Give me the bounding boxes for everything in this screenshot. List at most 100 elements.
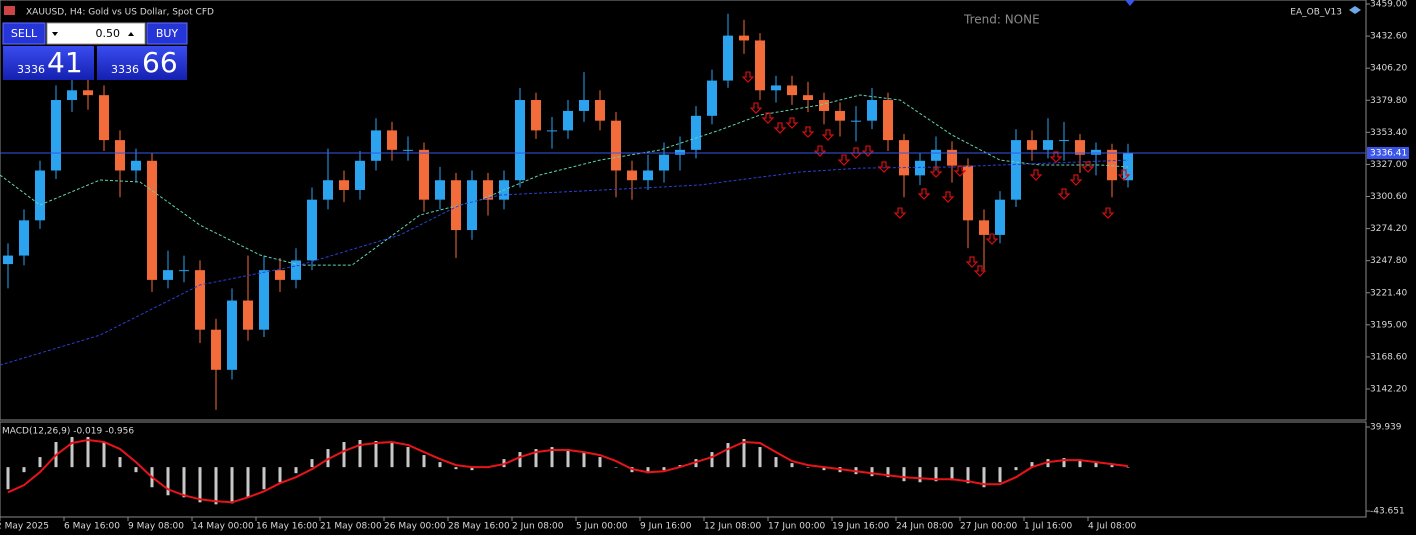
candle-body (915, 160, 925, 176)
macd-bar (86, 436, 90, 468)
sell-arrow (985, 233, 999, 245)
candle-body (1011, 140, 1021, 200)
line (7, 438, 1129, 504)
macd-bar (70, 436, 74, 468)
macd-bar (246, 467, 250, 498)
candle-body (211, 329, 221, 370)
sell-arrow (953, 165, 967, 177)
macd-bar (1062, 458, 1066, 468)
sell-button[interactable] (2, 22, 46, 45)
buy-price-big[interactable]: 3336 (111, 63, 139, 76)
lot-field[interactable] (46, 22, 146, 45)
sell-arrow (965, 256, 979, 268)
macd-title: MACD(12,26,9) -0.019 -0.956 (2, 427, 134, 437)
sell-arrow (1057, 188, 1071, 200)
candle-body (435, 180, 445, 200)
x-tick-label: 6 May 16:00 (64, 522, 120, 532)
macd-bar (870, 467, 874, 477)
macd-bar (310, 459, 314, 468)
sell-price-small[interactable]: 41 (47, 46, 83, 79)
sell-arrow (801, 126, 815, 138)
candle-body (131, 160, 141, 171)
candle-body (979, 220, 989, 235)
candle-body (1027, 140, 1037, 150)
candle-body (403, 149, 413, 151)
candle-body (883, 100, 893, 141)
candle-body (163, 270, 173, 280)
candle-body (1059, 140, 1069, 142)
macd-bar (774, 457, 778, 468)
candle-body (99, 95, 109, 141)
macd-bar (230, 467, 234, 504)
y-tick-label: 3142.20 (1370, 385, 1407, 395)
buy-label[interactable]: BUY (156, 27, 179, 40)
lot-up[interactable] (128, 32, 134, 36)
macd-bar (182, 467, 186, 498)
candle-body (691, 115, 701, 150)
sell-arrow (973, 265, 987, 277)
macd-bar (598, 457, 602, 468)
lot-value[interactable]: 0.50 (96, 27, 121, 40)
candle-body (931, 149, 941, 161)
candle-body (3, 255, 13, 265)
sell-price-big[interactable]: 3336 (17, 63, 45, 76)
sell-price-box[interactable] (3, 46, 94, 80)
x-tick-label: 16 May 16:00 (256, 522, 318, 532)
buy-price-small[interactable]: 66 (142, 46, 178, 79)
candle-body (803, 95, 813, 101)
sell-arrow (893, 207, 907, 219)
candle-body (19, 220, 29, 256)
macd-bar (998, 467, 1002, 483)
macd-bar (342, 442, 346, 468)
y-tick-label: 3300.60 (1370, 192, 1407, 202)
macd-bar (390, 443, 394, 468)
buy-price-box[interactable] (97, 46, 187, 80)
x-tick-label: 9 May 08:00 (128, 522, 184, 532)
candle-body (467, 180, 477, 231)
candle-body (147, 160, 157, 280)
macd-bar (982, 467, 986, 488)
sell-arrow (917, 188, 931, 200)
candle-body (643, 170, 653, 181)
candle-body (531, 100, 541, 131)
symbol-icon (4, 6, 15, 15)
macd-bar (358, 439, 362, 468)
y-tick-label: 39.939 (1370, 422, 1402, 432)
macd-bar (454, 467, 458, 470)
sell-arrow (1029, 169, 1043, 181)
lot-down[interactable] (52, 32, 58, 36)
candle-body (83, 90, 93, 96)
macd-bar (1126, 467, 1130, 468)
candle-body (675, 149, 685, 155)
sell-arrow (1069, 174, 1083, 186)
candle-body (707, 80, 717, 116)
candle-body (1075, 140, 1085, 155)
macd-bar (38, 457, 42, 468)
sell-label[interactable]: SELL (11, 27, 38, 40)
sell-arrow (1101, 207, 1115, 219)
candle-body (787, 85, 797, 96)
macd-bar (422, 455, 426, 468)
x-tick-label: 19 Jun 16:00 (832, 522, 889, 532)
x-tick-label: 5 Jun 00:00 (576, 522, 628, 532)
trading-panel: SELL 0.50 BUY 3336 41 3336 66 (2, 22, 188, 80)
candle-body (611, 120, 621, 171)
candle-body (275, 270, 285, 280)
macd-bar (822, 467, 826, 471)
macd-bar (102, 442, 106, 468)
candle-body (291, 260, 301, 280)
macd-bar (726, 443, 730, 468)
macd-bar (918, 467, 922, 483)
candle-body (1107, 149, 1117, 181)
macd-bar (1030, 462, 1034, 468)
macd-bar (1094, 462, 1098, 468)
candle-body (739, 35, 749, 41)
x-tick-label: 28 May 16:00 (448, 522, 510, 532)
macd-bar (790, 463, 794, 468)
candle-body (515, 100, 525, 181)
y-tick-label: 3221.40 (1370, 288, 1407, 298)
y-tick-label: 3168.60 (1370, 352, 1407, 362)
y-tick-label: 3432.60 (1370, 32, 1407, 42)
buy-button[interactable] (146, 22, 188, 45)
ea-icon (1349, 6, 1361, 14)
